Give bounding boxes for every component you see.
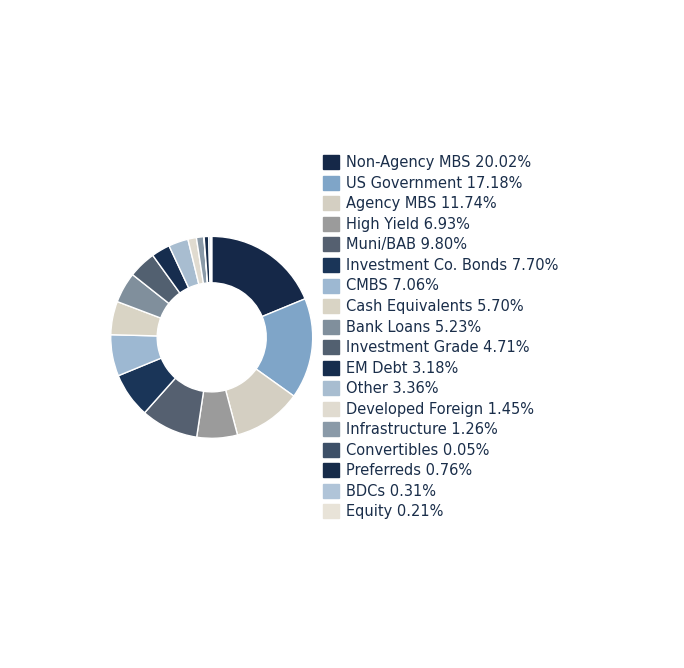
Wedge shape xyxy=(111,335,161,375)
Wedge shape xyxy=(118,358,176,413)
Wedge shape xyxy=(153,246,189,293)
Wedge shape xyxy=(117,275,169,318)
Wedge shape xyxy=(209,236,211,283)
Wedge shape xyxy=(204,236,210,283)
Wedge shape xyxy=(204,236,208,283)
Wedge shape xyxy=(196,390,237,438)
Wedge shape xyxy=(226,369,294,435)
Wedge shape xyxy=(196,236,207,283)
Legend: Non-Agency MBS 20.02%, US Government 17.18%, Agency MBS 11.74%, High Yield 6.93%: Non-Agency MBS 20.02%, US Government 17.… xyxy=(323,155,559,520)
Wedge shape xyxy=(212,236,305,317)
Wedge shape xyxy=(169,239,199,288)
Wedge shape xyxy=(188,238,203,285)
Wedge shape xyxy=(111,301,161,336)
Wedge shape xyxy=(211,236,212,283)
Wedge shape xyxy=(133,255,180,303)
Wedge shape xyxy=(144,378,204,437)
Wedge shape xyxy=(256,299,313,396)
